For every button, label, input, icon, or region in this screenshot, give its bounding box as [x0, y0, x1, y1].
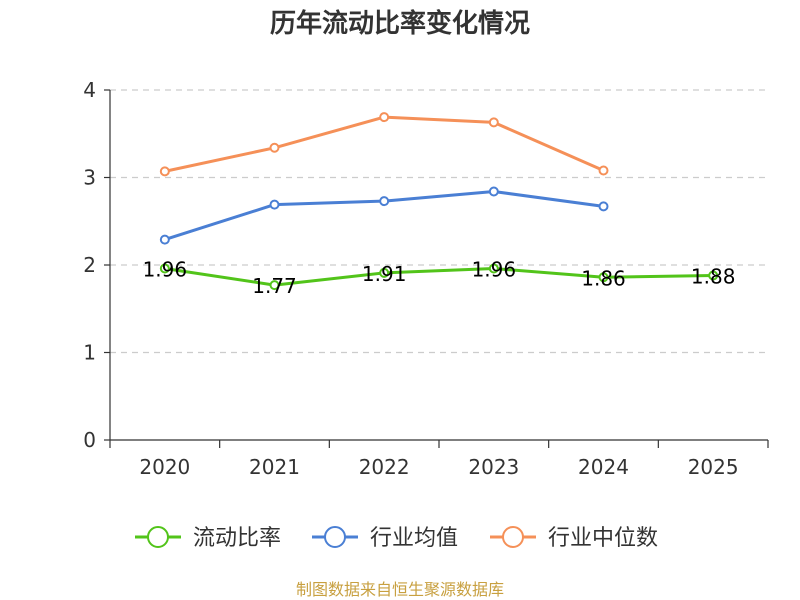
- data-label: 1.96: [472, 258, 517, 282]
- x-tick-label: 2021: [249, 455, 300, 479]
- x-tick-label: 2023: [468, 455, 519, 479]
- data-label: 1.96: [143, 258, 188, 282]
- series-line: [164, 267, 714, 287]
- y-tick-label: 0: [83, 428, 96, 452]
- legend-label: 流动比率: [193, 526, 281, 551]
- data-point[interactable]: [269, 280, 280, 291]
- data-point[interactable]: [379, 112, 390, 123]
- legend-label: 行业均值: [370, 526, 458, 551]
- legend-marker: [147, 526, 169, 548]
- data-point[interactable]: [379, 267, 390, 278]
- data-point[interactable]: [159, 263, 170, 274]
- legend-marker: [502, 526, 524, 548]
- data-point[interactable]: [269, 199, 280, 210]
- data-point[interactable]: [379, 196, 390, 207]
- data-point[interactable]: [598, 165, 609, 176]
- legend[interactable]: 流动比率 行业均值 行业中位数: [135, 526, 658, 551]
- x-tick-label: 2020: [139, 455, 190, 479]
- data-point[interactable]: [269, 142, 280, 153]
- y-tick-label: 2: [83, 253, 96, 277]
- x-tick-label: 2024: [578, 455, 629, 479]
- series-line: [164, 115, 605, 173]
- data-point[interactable]: [488, 263, 499, 274]
- legend-item[interactable]: 行业均值: [312, 526, 458, 551]
- chart-title: 历年流动比率变化情况: [270, 8, 530, 39]
- x-tick-label: 2025: [688, 455, 739, 479]
- legend-label: 行业中位数: [548, 526, 658, 551]
- data-point[interactable]: [159, 234, 170, 245]
- legend-marker: [324, 526, 346, 548]
- y-tick-label: 3: [83, 166, 96, 190]
- data-point[interactable]: [488, 117, 499, 128]
- data-point[interactable]: [598, 201, 609, 212]
- data-label: 1.91: [362, 262, 407, 286]
- data-point[interactable]: [598, 272, 609, 283]
- y-tick-label: 1: [83, 341, 96, 365]
- data-label: 1.86: [581, 266, 626, 290]
- axes: 0 1 2 3 4 2020 2021 2022 2023 2024 2025: [83, 78, 769, 479]
- grid-lines: [110, 89, 768, 354]
- x-tick-label: 2022: [359, 455, 410, 479]
- legend-item[interactable]: 流动比率: [135, 526, 281, 551]
- source-note: 制图数据来自恒生聚源数据库: [296, 580, 504, 599]
- series-group: [159, 112, 719, 291]
- data-label: 1.88: [691, 265, 736, 289]
- data-point[interactable]: [708, 270, 719, 281]
- data-label: 1.77: [252, 274, 297, 298]
- y-tick-label: 4: [83, 78, 96, 102]
- data-point[interactable]: [488, 186, 499, 197]
- data-labels: 1.96 1.77 1.91 1.96 1.86 1.88: [143, 258, 736, 299]
- legend-item[interactable]: 行业中位数: [490, 526, 658, 551]
- data-point[interactable]: [159, 166, 170, 177]
